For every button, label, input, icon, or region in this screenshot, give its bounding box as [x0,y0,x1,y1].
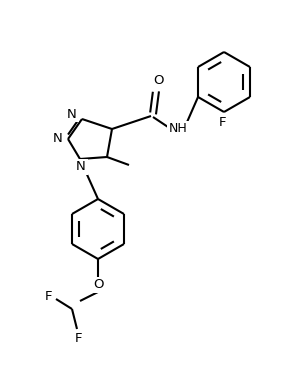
Text: O: O [93,279,103,291]
Text: O: O [153,75,163,87]
Text: N: N [76,161,86,173]
Text: NH: NH [169,123,187,135]
Text: F: F [44,290,52,302]
Text: N: N [67,107,77,121]
Text: F: F [75,333,83,345]
Text: N: N [53,132,63,146]
Text: F: F [218,115,226,129]
